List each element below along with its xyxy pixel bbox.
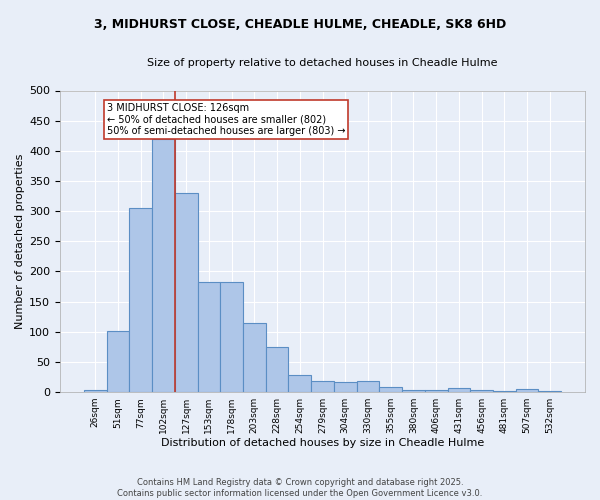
Bar xyxy=(402,390,425,392)
Bar xyxy=(379,386,402,392)
Bar xyxy=(130,208,152,392)
Bar xyxy=(311,381,334,392)
Bar xyxy=(425,390,448,392)
Bar xyxy=(448,388,470,392)
Text: Contains HM Land Registry data © Crown copyright and database right 2025.
Contai: Contains HM Land Registry data © Crown c… xyxy=(118,478,482,498)
Bar xyxy=(243,322,266,392)
Title: Size of property relative to detached houses in Cheadle Hulme: Size of property relative to detached ho… xyxy=(147,58,498,68)
X-axis label: Distribution of detached houses by size in Cheadle Hulme: Distribution of detached houses by size … xyxy=(161,438,484,448)
Text: 3 MIDHURST CLOSE: 126sqm
← 50% of detached houses are smaller (802)
50% of semi-: 3 MIDHURST CLOSE: 126sqm ← 50% of detach… xyxy=(107,102,345,136)
Bar xyxy=(289,374,311,392)
Bar xyxy=(175,193,197,392)
Bar xyxy=(107,331,130,392)
Text: 3, MIDHURST CLOSE, CHEADLE HULME, CHEADLE, SK8 6HD: 3, MIDHURST CLOSE, CHEADLE HULME, CHEADL… xyxy=(94,18,506,30)
Bar xyxy=(152,140,175,392)
Bar xyxy=(515,389,538,392)
Bar xyxy=(84,390,107,392)
Bar xyxy=(197,282,220,392)
Bar xyxy=(538,391,561,392)
Bar xyxy=(334,382,356,392)
Bar xyxy=(356,381,379,392)
Bar xyxy=(220,282,243,392)
Bar xyxy=(266,347,289,392)
Bar xyxy=(470,390,493,392)
Y-axis label: Number of detached properties: Number of detached properties xyxy=(15,154,25,329)
